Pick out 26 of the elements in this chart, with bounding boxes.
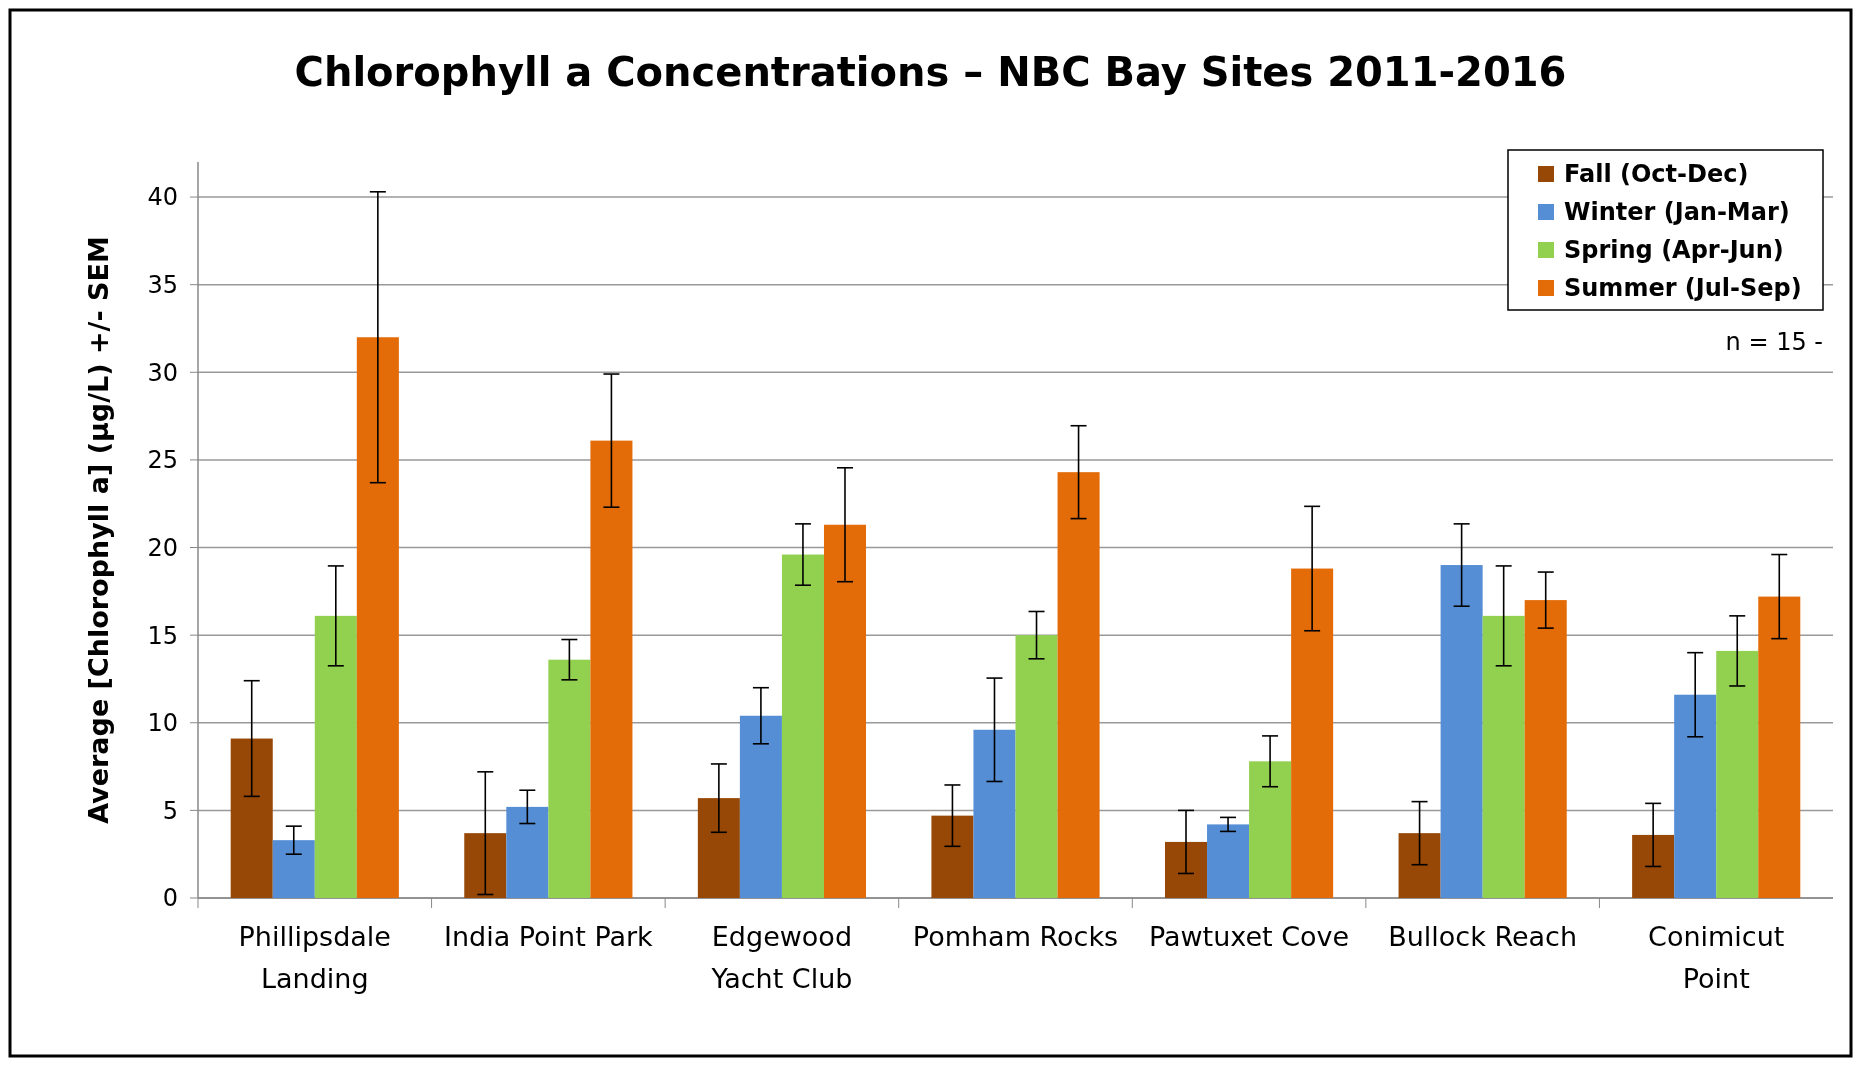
y-tick-label: 35 (147, 271, 178, 300)
y-tick-label: 30 (147, 358, 178, 387)
y-tick-label: 10 (147, 709, 178, 738)
category-label: Landing (260, 963, 369, 994)
category-label: Edgewood (711, 921, 853, 952)
legend-label: Fall (Oct-Dec) (1564, 160, 1749, 189)
legend-label: Spring (Apr-Jun) (1564, 236, 1784, 265)
legend-label: Summer (Jul-Sep) (1564, 274, 1802, 303)
y-tick-label: 0 (162, 884, 178, 913)
y-axis-title: Average [Chlorophyll a] (µg/L) +/- SEM (83, 236, 114, 824)
category-label: India Point Park (443, 921, 653, 952)
category-label: Yacht Club (711, 963, 853, 994)
y-tick-label: 5 (162, 796, 178, 825)
category-label: Conimicut (1648, 921, 1785, 952)
annotation: n = 15 - (1725, 328, 1823, 356)
y-tick-label: 20 (147, 533, 178, 562)
category-label: Bullock Reach (1388, 921, 1578, 952)
category-label: Point (1682, 963, 1750, 994)
legend-label: Winter (Jan-Mar) (1564, 198, 1790, 227)
category-label: Pomham Rocks (912, 921, 1119, 952)
y-tick-label: 25 (147, 446, 178, 475)
y-tick-label: 15 (147, 621, 178, 650)
category-label: Pawtuxet Cove (1148, 921, 1350, 952)
chart-title: Chlorophyll a Concentrations – NBC Bay Sites 2011-2016 (294, 49, 1567, 95)
y-tick-label: 40 (147, 183, 178, 212)
category-label: Phillipsdale (238, 921, 391, 952)
